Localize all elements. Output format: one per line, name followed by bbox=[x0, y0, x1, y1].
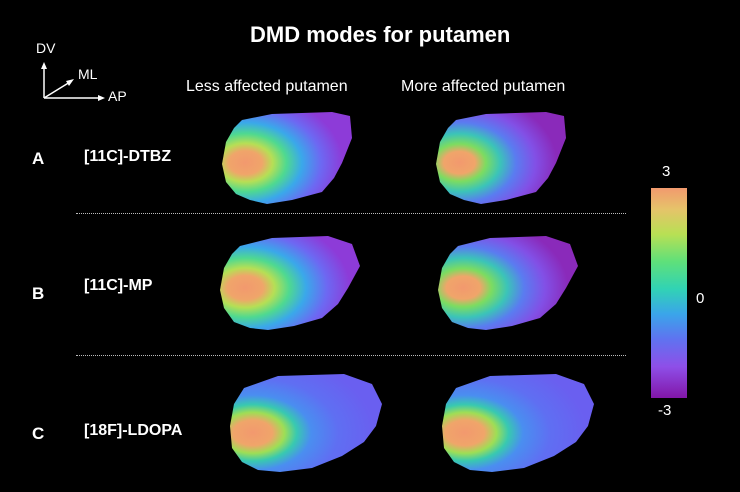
dmd-mode-image-a-less bbox=[222, 112, 352, 204]
colorbar-mid-label: 0 bbox=[696, 290, 705, 307]
row-separator bbox=[76, 355, 626, 356]
orientation-axes-icon bbox=[41, 62, 105, 101]
column-header-less: Less affected putamen bbox=[186, 78, 348, 95]
row-tracer-b: [11C]-MP bbox=[84, 277, 153, 294]
colorbar bbox=[651, 188, 687, 398]
figure-title: DMD modes for putamen bbox=[250, 22, 511, 47]
row-tracer-a: [11C]-DTBZ bbox=[84, 148, 172, 165]
colorbar-max-label: 3 bbox=[662, 163, 671, 180]
dmd-mode-image-b-less bbox=[220, 236, 360, 330]
row-letter-c: C bbox=[32, 424, 45, 443]
dmd-mode-image-c-less bbox=[230, 374, 382, 472]
colorbar-min-label: -3 bbox=[658, 402, 672, 419]
row-separator bbox=[76, 213, 626, 214]
dmd-mode-image-b-more bbox=[438, 236, 578, 330]
row-letter-a: A bbox=[32, 149, 45, 168]
dmd-mode-image-c-more bbox=[442, 374, 594, 472]
axis-label-ap: AP bbox=[108, 88, 127, 104]
row-letter-b: B bbox=[32, 284, 45, 303]
axis-label-dv: DV bbox=[36, 40, 56, 56]
column-header-more: More affected putamen bbox=[401, 78, 566, 95]
row-tracer-c: [18F]-LDOPA bbox=[84, 422, 183, 439]
dmd-mode-image-a-more bbox=[436, 112, 566, 204]
axis-label-ml: ML bbox=[78, 66, 98, 82]
